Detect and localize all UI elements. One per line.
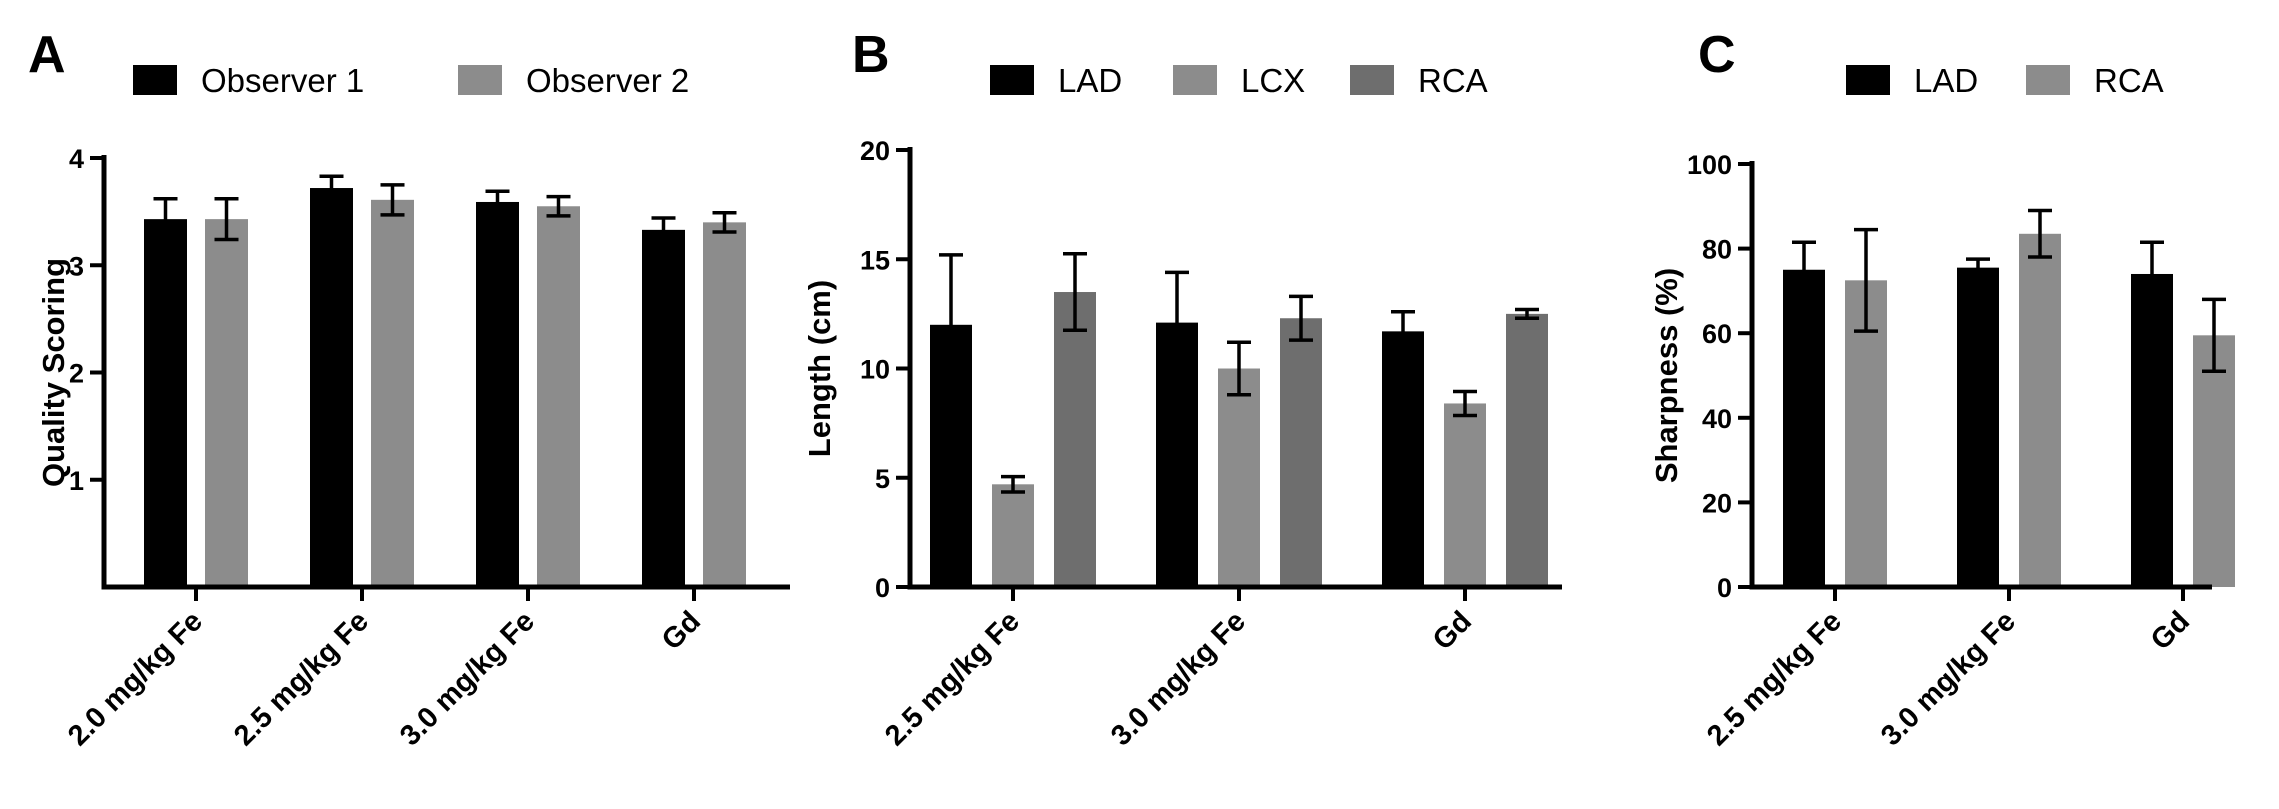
bar-a-0-1 [205, 219, 248, 587]
panel-letter-c: C [1698, 26, 1736, 84]
error-bar-a-1-0 [319, 174, 344, 202]
bar-a-2-1 [537, 206, 580, 587]
error-bar-c-2-0 [2140, 240, 2164, 308]
bar-a-1-0 [310, 188, 353, 587]
error-bar-b-1-0 [1165, 270, 1189, 375]
y-tick-label-0: 1 [69, 466, 84, 496]
bar-b-1-2 [1280, 318, 1322, 587]
y-tick-label-4: 80 [1702, 235, 1732, 265]
error-bar-b-2-2 [1515, 307, 1539, 320]
y-tick-label-1: 2 [69, 359, 84, 389]
error-bar-a-1-1 [380, 183, 405, 217]
error-bar-c-0-1 [1854, 227, 1878, 333]
bar-c-0-0 [1783, 269, 1825, 587]
y-tick-label-1: 20 [1702, 488, 1732, 518]
x-tick-label-1: 2.5 mg/kg Fe [228, 605, 375, 752]
x-tick-label-0: 2.5 mg/kg Fe [879, 605, 1026, 752]
legend-swatch-1 [1173, 65, 1217, 95]
error-bar-a-0-0 [153, 197, 178, 242]
legend-label-2: RCA [1418, 62, 1488, 99]
error-bar-c-2-1 [2202, 297, 2226, 374]
legend-swatch-0 [990, 65, 1034, 95]
legend-label-0: LAD [1914, 62, 1978, 99]
y-tick-label-0: 0 [875, 573, 890, 603]
y-tick-label-1: 5 [875, 464, 890, 494]
x-tick-label-2: 3.0 mg/kg Fe [394, 605, 541, 752]
axes [101, 155, 790, 590]
error-bar-a-3-0 [651, 216, 676, 244]
bar-c-1-1 [2019, 233, 2061, 588]
x-tick-label-3: Gd [656, 605, 707, 656]
y-tick-label-2: 3 [69, 251, 84, 281]
chart-panel-b: B LAD LCX RCA 0 5 10 15 20 Length (cm) 2.5 mg/kg F… [802, 26, 1562, 752]
error-bar-b-0-2 [1063, 252, 1087, 333]
legend-swatch-0 [133, 65, 177, 95]
panel-letter-a: A [28, 26, 66, 84]
y-axis-label: Length (cm) [802, 280, 837, 457]
error-bar-c-0-0 [1792, 240, 1816, 299]
legend-swatch-0 [1846, 65, 1890, 95]
error-bar-c-1-0 [1966, 257, 1990, 278]
legend-label-1: LCX [1241, 62, 1305, 99]
x-tick-label-2: Gd [2145, 605, 2196, 656]
x-tick-label-2: Gd [1427, 605, 1478, 656]
y-tick-label-3: 60 [1702, 319, 1732, 349]
y-tick-label-2: 40 [1702, 404, 1732, 434]
legend-label-0: LAD [1058, 62, 1122, 99]
error-bar-a-2-0 [485, 189, 510, 215]
bar-c-1-0 [1957, 267, 1999, 587]
error-bar-c-1-1 [2028, 208, 2052, 259]
bar-a-1-1 [371, 199, 414, 587]
bar-b-2-2 [1506, 313, 1548, 587]
error-bar-a-0-1 [214, 197, 239, 242]
error-bar-b-2-0 [1391, 309, 1415, 353]
axes [907, 147, 1562, 590]
error-bar-b-1-2 [1289, 294, 1313, 342]
bar-b-0-2 [1054, 292, 1096, 587]
bar-c-2-0 [2131, 273, 2173, 587]
error-bar-b-1-1 [1227, 340, 1251, 397]
error-bar-b-0-1 [1001, 474, 1025, 494]
bar-b-0-1 [992, 484, 1034, 587]
y-tick-label-2: 10 [860, 355, 890, 385]
legend-swatch-2 [1350, 65, 1394, 95]
error-bar-b-0-0 [939, 253, 963, 397]
chart-panel-a: A Observer 1 Observer 2 1 2 3 4 Quality Scoring… [28, 26, 790, 752]
y-tick-label-5: 100 [1687, 150, 1732, 180]
legend-swatch-1 [458, 65, 502, 95]
bar-b-2-1 [1444, 403, 1486, 587]
y-axis-label: Quality Scoring [36, 258, 71, 487]
bar-a-3-1 [703, 222, 746, 587]
x-tick-label-0: 2.0 mg/kg Fe [62, 605, 209, 752]
bar-a-0-0 [144, 219, 187, 587]
panel-letter-b: B [852, 26, 890, 84]
error-bar-b-2-1 [1453, 389, 1477, 418]
bar-a-3-0 [642, 229, 685, 588]
legend-label-0: Observer 1 [201, 62, 364, 99]
axes [1749, 161, 2212, 590]
bar-a-2-0 [476, 201, 519, 587]
y-tick-label-0: 0 [1717, 573, 1732, 603]
legend-label-1: Observer 2 [526, 62, 689, 99]
x-tick-label-1: 3.0 mg/kg Fe [1105, 605, 1252, 752]
y-tick-label-3: 4 [69, 144, 84, 174]
bar-c-2-1 [2193, 335, 2235, 587]
legend-swatch-1 [2026, 65, 2070, 95]
error-bar-a-2-1 [546, 194, 571, 218]
y-tick-label-3: 15 [860, 245, 890, 275]
x-tick-label-1: 3.0 mg/kg Fe [1875, 605, 2022, 752]
error-bar-a-3-1 [712, 210, 737, 234]
y-tick-label-4: 20 [860, 136, 890, 166]
legend-label-1: RCA [2094, 62, 2164, 99]
y-axis-label: Sharpness (%) [1649, 268, 1684, 483]
chart-panel-c: C LAD RCA 0 20 40 60 80 100 Sharpness (%) 2.5 mg/k… [1649, 26, 2235, 752]
bar-b-2-0 [1382, 331, 1424, 587]
bar-b-1-1 [1218, 368, 1260, 587]
x-tick-label-0: 2.5 mg/kg Fe [1701, 605, 1848, 752]
